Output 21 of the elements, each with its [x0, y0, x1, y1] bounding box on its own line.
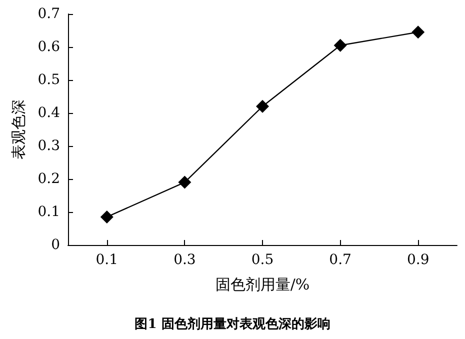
x-tick-label: 0.1 — [96, 252, 118, 268]
y-axis-title: 表观色深 — [10, 100, 28, 160]
point — [256, 100, 269, 113]
y-tick-label: 0.6 — [38, 39, 60, 55]
y-tick-label: 0.5 — [38, 72, 60, 88]
y-tick-label: 0.7 — [38, 6, 60, 22]
y-tick-label: 0 — [51, 237, 60, 253]
point — [412, 26, 425, 39]
x-tick-label: 0.7 — [329, 252, 352, 268]
y-tick-label: 0.3 — [38, 138, 60, 154]
point — [100, 210, 114, 224]
x-tick-label: 0.3 — [174, 252, 196, 268]
y-tick-label: 0.1 — [38, 204, 60, 220]
point — [178, 176, 192, 189]
x-tick-label: 0.9 — [406, 252, 430, 268]
y-tick-label: 0.4 — [38, 105, 60, 121]
x-axis-title: 固色剂用量/% — [215, 276, 310, 294]
caption: 图1 固色剂用量对表观色深的影响 — [134, 316, 330, 332]
x-tick-label: 0.5 — [251, 252, 274, 268]
y-tick-label: 0.2 — [38, 171, 60, 187]
point — [334, 38, 347, 52]
